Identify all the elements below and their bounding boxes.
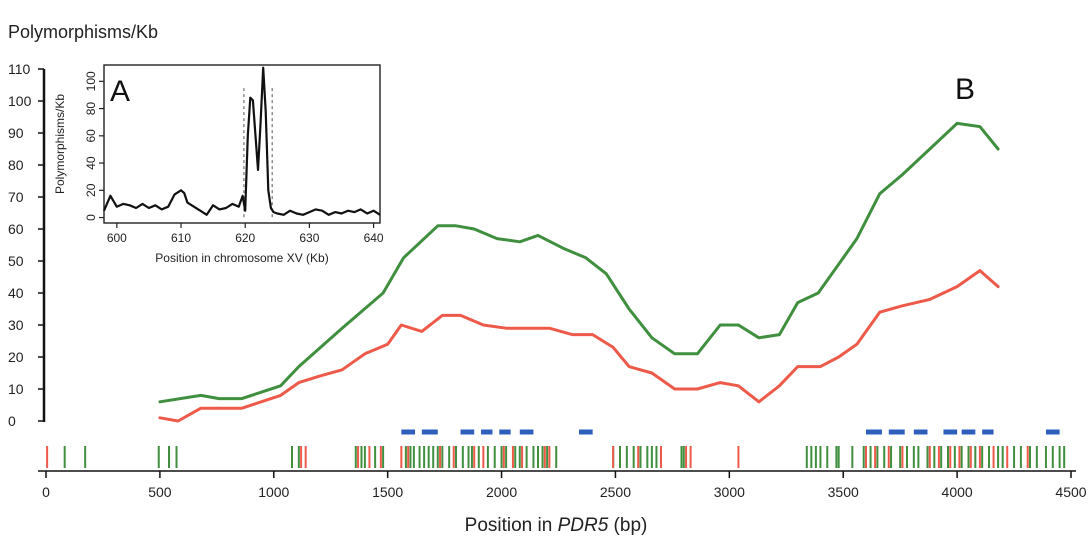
main-y-tick-label: 100 (8, 93, 32, 109)
main-x-axis-label-gene: PDR5 (558, 515, 609, 536)
main-x-tick-label: 3000 (714, 484, 745, 500)
main-x-tick-label: 1500 (372, 484, 403, 500)
inset-x-tick-label: 620 (235, 231, 255, 245)
inset-x-tick-label: 610 (171, 231, 191, 245)
inset-y-tick-label: 40 (84, 156, 98, 170)
inset-frame (103, 64, 381, 224)
main-x-tick-label: 3500 (828, 484, 859, 500)
inset-y-tick-label: 80 (84, 102, 98, 116)
main-y-tick-label: 0 (8, 413, 16, 429)
panel-label-b: B (955, 73, 975, 106)
inset-axes: 600 610 620 630 640 0 20 40 60 80 100 (84, 71, 384, 245)
main-x-tick-label: 500 (148, 484, 172, 500)
main-series-lines (158, 121, 1000, 423)
main-x-axis-label-suffix: (bp) (608, 515, 647, 536)
main-x-axis: 0 500 1000 1500 2000 2500 3000 3500 4000 4500 (38, 470, 1087, 500)
main-x-axis-label: Position in PDR5 (bp) (465, 515, 648, 536)
red-series-line (158, 269, 1000, 423)
main-x-tick-label: 4500 (1055, 484, 1086, 500)
main-y-tick-label: 10 (8, 381, 24, 397)
inset-y-tick-label: 0 (84, 214, 98, 221)
green-series-line (158, 121, 1000, 404)
inset-x-axis-label: Position in chromosome XV (Kb) (155, 251, 328, 265)
variant-tracks (46, 446, 1066, 468)
main-y-tick-label: 60 (8, 221, 24, 237)
inset-y-tick-label: 60 (84, 129, 98, 143)
inset-x-tick-label: 640 (364, 231, 384, 245)
main-x-tick-label: 0 (42, 484, 50, 500)
main-y-tick-label: 110 (8, 61, 31, 77)
main-y-tick-label: 90 (8, 125, 24, 141)
main-x-tick-label: 1000 (258, 484, 289, 500)
inset-polymorphism-line (102, 66, 381, 216)
main-y-tick-label: 30 (8, 317, 24, 333)
main-x-tick-label: 2500 (600, 484, 631, 500)
main-chart: Polymorphisms/Kb B 0 10 20 30 40 50 60 70 80 90 10… (8, 22, 1087, 536)
panel-label-a: A (110, 75, 130, 108)
inset-y-axis-label: Polymorphisms/Kb (53, 94, 67, 194)
inset-y-tick-label: 20 (84, 183, 98, 197)
main-x-axis-label-prefix: Position in (465, 515, 558, 536)
main-y-tick-label: 20 (8, 349, 24, 365)
main-y-tick-label: 40 (8, 285, 24, 301)
inset-series-line (102, 66, 381, 216)
inset-x-tick-label: 600 (107, 231, 127, 245)
main-y-axis-label: Polymorphisms/Kb (8, 22, 158, 42)
main-x-tick-label: 2000 (486, 484, 517, 500)
inset-y-tick-label: 100 (84, 71, 98, 91)
inset-chart: A 600 610 620 630 640 0 20 40 60 80 100 Polymorphi… (53, 64, 384, 265)
main-y-tick-label: 70 (8, 189, 24, 205)
main-y-axis: 0 10 20 30 40 50 60 70 80 90 100 110 (8, 61, 46, 429)
main-x-tick-label: 4000 (942, 484, 973, 500)
inset-x-tick-label: 630 (299, 231, 319, 245)
main-y-tick-label: 80 (8, 157, 24, 173)
main-y-tick-label: 50 (8, 253, 24, 269)
